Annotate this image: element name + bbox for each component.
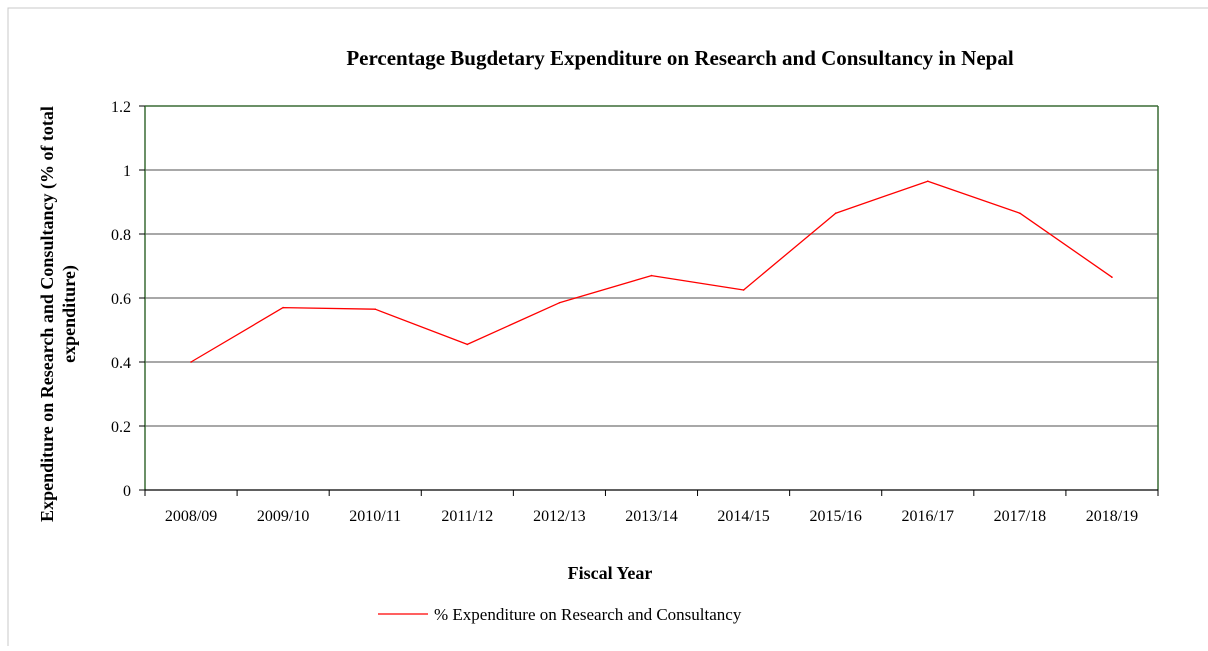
- x-tick-label: 2017/18: [994, 508, 1046, 525]
- y-tick-label: 1.2: [111, 99, 131, 116]
- series-line: [190, 180, 1113, 363]
- data-point: [926, 180, 929, 182]
- y-tick-labels: 0 0.2 0.4 0.6 0.8 1 1.2: [111, 99, 131, 500]
- x-tick-label: 2011/12: [441, 508, 493, 525]
- y-tick-label: 0.4: [111, 355, 131, 372]
- x-tick-label: 2016/17: [902, 508, 954, 525]
- y-tick-label: 0.2: [111, 419, 131, 436]
- x-tick-label: 2015/16: [809, 508, 861, 525]
- x-tick-label: 2009/10: [257, 508, 309, 525]
- x-tick-label: 2008/09: [165, 508, 217, 525]
- data-point: [282, 306, 284, 309]
- data-point: [466, 343, 469, 346]
- x-axis-title: Fiscal Year: [568, 563, 653, 583]
- y-tick-label: 1: [123, 163, 131, 180]
- y-tick-label: 0.6: [111, 291, 131, 308]
- x-tick-label: 2014/15: [717, 508, 769, 525]
- y-axis-title-line2: expenditure): [59, 265, 80, 363]
- data-point: [190, 361, 192, 363]
- data-point: [834, 212, 837, 214]
- y-axis-title-line1: Expenditure on Research and Consultancy …: [37, 106, 58, 522]
- outer-frame: [7, 7, 1208, 651]
- x-tick-label: 2010/11: [349, 508, 401, 525]
- data-point: [1111, 276, 1113, 279]
- x-tick-label: 2012/13: [533, 508, 585, 525]
- legend: % Expenditure on Research and Consultanc…: [378, 605, 742, 624]
- y-tick-label: 0: [123, 483, 131, 500]
- y-axis-title: Expenditure on Research and Consultancy …: [37, 106, 80, 522]
- data-point: [742, 289, 745, 291]
- data-point: [558, 302, 561, 304]
- legend-label: % Expenditure on Research and Consultanc…: [434, 605, 742, 624]
- series-layer: [190, 180, 1113, 363]
- data-point: [1019, 212, 1021, 214]
- x-tick-label: 2018/19: [1086, 508, 1138, 525]
- gridlines: [139, 105, 1159, 496]
- x-tick-labels: 2008/09 2009/10 2010/11 2011/12 2012/13 2013/…: [165, 508, 1138, 525]
- x-tick-label: 2013/14: [625, 508, 677, 525]
- data-point: [374, 308, 377, 311]
- chart-title: Percentage Bugdetary Expenditure on Rese…: [346, 46, 1014, 70]
- y-tick-label: 0.8: [111, 227, 131, 244]
- data-point: [650, 274, 653, 277]
